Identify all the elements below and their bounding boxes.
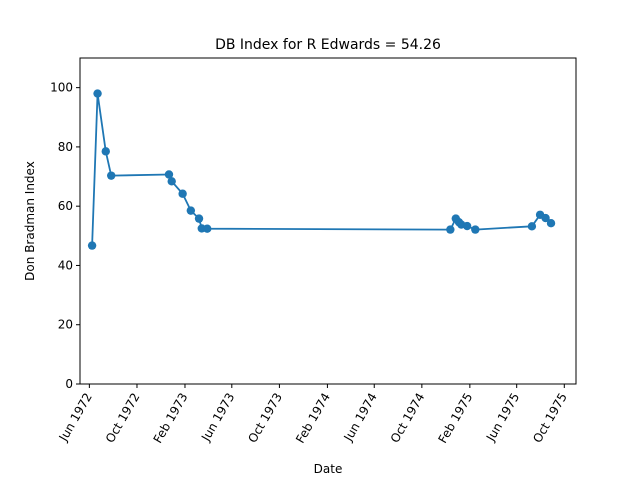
- data-point: [194, 214, 204, 223]
- x-tick-label: Oct 1975: [530, 391, 570, 446]
- y-tick-label: 60: [58, 199, 73, 213]
- data-point: [541, 213, 550, 223]
- plot-layer: [87, 89, 556, 250]
- plot-area: [80, 58, 576, 384]
- data-point: [471, 225, 480, 234]
- data-point: [186, 206, 196, 215]
- data-point: [101, 147, 110, 156]
- data-point: [107, 171, 116, 180]
- data-point: [203, 224, 212, 233]
- data-point: [527, 222, 537, 231]
- data-point: [87, 241, 97, 250]
- x-axis: Jun 1972 Oct 1972 Feb 1973 Jun 1973 Oct 1973…: [56, 384, 570, 446]
- plot-frame: [79, 57, 577, 385]
- y-axis-label: Don Bradman Index: [23, 161, 37, 281]
- y-tick-label: 40: [58, 258, 73, 272]
- x-tick-label: Oct 1973: [245, 391, 285, 446]
- data-point: [462, 221, 472, 231]
- data-point: [93, 89, 102, 98]
- data-point: [167, 177, 176, 186]
- x-tick-label: Jun 1975: [483, 391, 522, 445]
- chart-title: DB Index for R Edwards = 54.26: [215, 37, 441, 53]
- y-tick-label: 0: [65, 377, 73, 391]
- x-tick-label: Jun 1973: [198, 391, 237, 445]
- data-point: [164, 170, 174, 179]
- data-point: [546, 218, 556, 228]
- x-tick-label: Feb 1973: [151, 391, 191, 446]
- x-axis-label: Date: [314, 462, 343, 476]
- x-tick-label: Jun 1972: [56, 391, 95, 445]
- y-tick-label: 80: [58, 140, 73, 154]
- x-tick-label: Feb 1974: [293, 391, 333, 446]
- y-tick-label: 20: [58, 318, 73, 332]
- x-tick-label: Feb 1975: [436, 390, 476, 445]
- y-tick-label: 100: [50, 81, 73, 95]
- data-point: [178, 189, 187, 198]
- y-axis: 0 20 40 60 80 100: [50, 81, 80, 391]
- x-tick-label: Oct 1972: [103, 391, 143, 446]
- x-tick-label: Jun 1974: [341, 391, 380, 445]
- data-point: [446, 225, 455, 234]
- x-tick-label: Oct 1974: [388, 391, 428, 446]
